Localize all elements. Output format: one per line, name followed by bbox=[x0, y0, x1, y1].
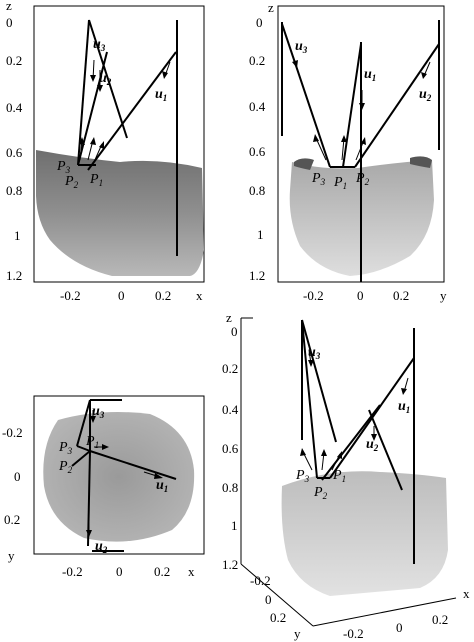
vector-label-u3: u3 bbox=[295, 39, 308, 55]
point-label-p2: P2 bbox=[64, 174, 79, 190]
body-shape bbox=[43, 412, 195, 542]
vertical-tick-label: 0 bbox=[256, 15, 263, 30]
point-label-p3: P3 bbox=[295, 468, 310, 484]
body-shape bbox=[36, 150, 204, 276]
vertical-tick-label: 0.6 bbox=[222, 441, 239, 456]
vertical-tick-label: 1 bbox=[14, 228, 21, 243]
vertical-tick-label: 1 bbox=[257, 227, 264, 242]
vertical-tick-label: 0 bbox=[14, 469, 21, 484]
vector-label-u2: u2 bbox=[99, 71, 112, 87]
x-tick-label: 0 bbox=[396, 620, 403, 635]
rod bbox=[281, 20, 440, 282]
point-label-p1: P1 bbox=[85, 434, 99, 450]
vertical-tick-label: 1 bbox=[231, 518, 238, 533]
vertical-axis-label: y bbox=[8, 548, 15, 563]
vertical-axis-label: z bbox=[268, 0, 274, 15]
body-shadow bbox=[410, 156, 432, 168]
y-tick-label: 0 bbox=[265, 592, 272, 607]
point-label-p2: P2 bbox=[58, 459, 73, 475]
point-label-p3: P3 bbox=[58, 440, 73, 456]
vector-label-u2: u2 bbox=[366, 437, 379, 453]
cable-lines bbox=[301, 319, 415, 481]
vertical-tick-label: 0.2 bbox=[4, 512, 20, 527]
rod bbox=[301, 320, 415, 564]
plot-frame bbox=[33, 395, 205, 555]
rod bbox=[90, 399, 124, 552]
vector-arrows bbox=[79, 59, 171, 163]
vector-label-u2: u2 bbox=[95, 539, 108, 555]
horizontal-tick-label: 0.2 bbox=[155, 288, 171, 303]
vertical-axis-label: z bbox=[226, 310, 232, 325]
panel-top-right: z y 0 0.2 0.4 0.6 0.8 1 1.2 -0.2 0 0.2 u… bbox=[249, 0, 447, 303]
horizontal-axis-label: x bbox=[196, 288, 203, 303]
vector-label-u3: u3 bbox=[308, 345, 321, 361]
vertical-tick-label: 1.2 bbox=[222, 557, 238, 572]
vertical-tick-label: 0 bbox=[6, 15, 13, 30]
horizontal-tick-label: 0 bbox=[116, 564, 123, 579]
cable-lines bbox=[71, 399, 177, 547]
plot-frame bbox=[33, 5, 205, 283]
vertical-tick-label: 0.6 bbox=[6, 145, 23, 160]
panel-bottom-left: y x -0.2 0 0.2 -0.2 0 0.2 u3 u1 u2 P3 P1… bbox=[2, 395, 205, 579]
vector-label-u2: u2 bbox=[419, 87, 432, 103]
cable-lines bbox=[281, 23, 440, 168]
x-axis-label: x bbox=[463, 586, 470, 601]
horizontal-tick-label: -0.2 bbox=[303, 288, 324, 303]
panel-bottom-right: z x y 0 0.2 0.4 0.6 0.8 1 1.2 -0.2 0 0.2… bbox=[222, 310, 470, 641]
y-axis-label: y bbox=[294, 626, 301, 641]
cable-lines bbox=[77, 19, 177, 171]
point-label-p1: P1 bbox=[89, 172, 103, 188]
horizontal-axis-label: x bbox=[188, 564, 195, 579]
y-tick-label: 0.2 bbox=[270, 610, 286, 625]
vector-label-u1: u1 bbox=[398, 399, 410, 415]
vertical-tick-label: 0.8 bbox=[222, 480, 238, 495]
vertical-tick-label: 0.4 bbox=[6, 100, 23, 115]
vertical-tick-label: 0.2 bbox=[222, 361, 238, 376]
vertical-tick-label: 0.4 bbox=[222, 402, 239, 417]
vector-label-u3: u3 bbox=[92, 404, 105, 420]
horizontal-tick-label: 0.2 bbox=[393, 288, 409, 303]
vector-arrows bbox=[86, 410, 163, 537]
horizontal-tick-label: -0.2 bbox=[60, 288, 81, 303]
horizontal-tick-label: 0 bbox=[118, 288, 125, 303]
horizontal-tick-label: 0 bbox=[357, 288, 364, 303]
vector-label-u1: u1 bbox=[156, 478, 168, 494]
vertical-tick-label: 0.8 bbox=[6, 183, 22, 198]
x-tick-label: -0.2 bbox=[343, 626, 364, 641]
box-frame bbox=[240, 317, 457, 627]
body-shadow bbox=[294, 158, 314, 170]
point-label-p2: P2 bbox=[313, 485, 328, 501]
point-label-p2: P2 bbox=[355, 171, 370, 187]
vertical-tick-label: 0 bbox=[231, 324, 238, 339]
vertical-tick-label: 0.8 bbox=[249, 183, 265, 198]
vertical-tick-label: 0.2 bbox=[6, 53, 22, 68]
point-label-p1: P1 bbox=[332, 468, 346, 484]
point-label-p3: P3 bbox=[56, 159, 71, 175]
horizontal-tick-label: -0.2 bbox=[62, 564, 83, 579]
body-shape bbox=[281, 471, 448, 596]
vertical-tick-label: 0.4 bbox=[249, 99, 266, 114]
vertical-tick-label: 0.2 bbox=[249, 53, 265, 68]
panel-top-left: z x 0 0.2 0.4 0.6 0.8 1 1.2 -0.2 0 0.2 u… bbox=[6, 0, 205, 303]
point-label-p3: P3 bbox=[311, 171, 326, 187]
vertical-tick-label: 1.2 bbox=[249, 268, 265, 283]
vertical-tick-label: 1.2 bbox=[6, 268, 22, 283]
vertical-tick-label: 0.6 bbox=[249, 144, 266, 159]
vector-label-u1: u1 bbox=[155, 87, 167, 103]
vertical-tick-label: -0.2 bbox=[2, 425, 23, 440]
vector-label-u3: u3 bbox=[93, 37, 106, 53]
y-tick-label: -0.2 bbox=[250, 573, 271, 588]
horizontal-axis-label: y bbox=[440, 288, 447, 303]
x-tick-label: 0.2 bbox=[432, 612, 448, 627]
vector-arrows bbox=[289, 47, 431, 161]
horizontal-tick-label: 0.2 bbox=[154, 564, 170, 579]
vector-arrows bbox=[300, 349, 409, 471]
vector-label-u1: u1 bbox=[364, 67, 376, 83]
vertical-axis-label: z bbox=[6, 0, 12, 13]
point-label-p1: P1 bbox=[333, 175, 347, 191]
